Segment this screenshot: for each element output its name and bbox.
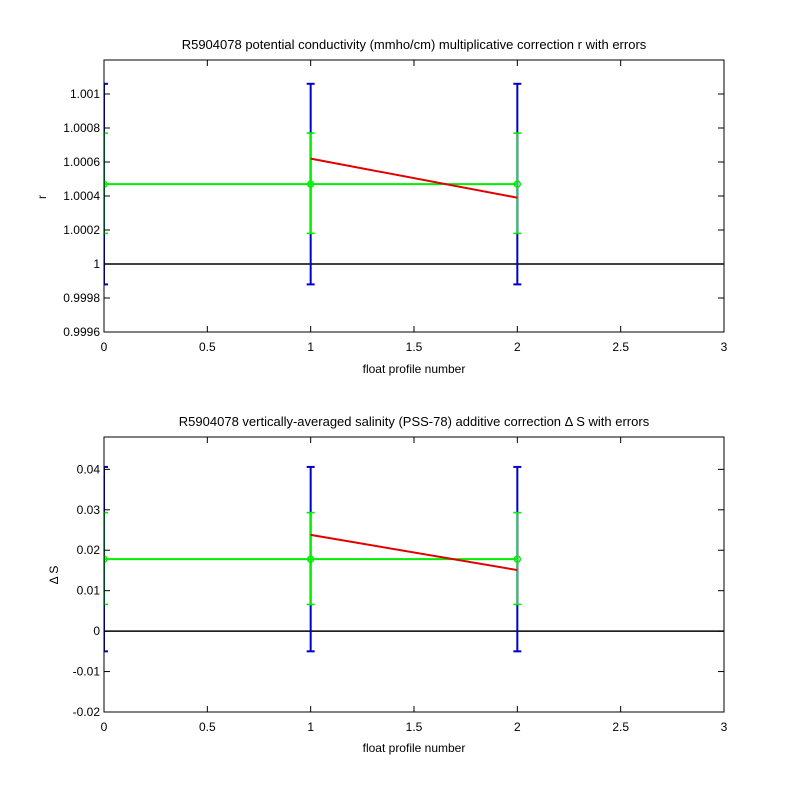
chart-bottom-y-tick-label: 0.03 [77,503,101,517]
chart-top-y-tick-label: 1.0006 [63,155,100,169]
chart-bottom-series-errorbar-line-marker [306,555,315,563]
chart-top-x-tick-label: 0 [101,340,108,354]
chart-top-data [104,82,724,286]
chart-bottom-y-tick-label: 0.04 [77,462,101,476]
chart-top-series-errorbar-line [104,132,522,235]
chart-top-x-tick-label: 2.5 [612,340,629,354]
chart-bottom-series-errorbar-line-marker [104,555,108,563]
chart-top-x-tick-label: 3 [721,340,728,354]
chart-top-y-tick-label: 0.9996 [63,325,100,339]
chart-top-x-tick-label: 2 [514,340,521,354]
chart-bottom-y-tick-label: -0.01 [73,665,101,679]
chart-bottom-data [104,465,724,653]
chart-top-series-errorbar-line-marker [513,180,522,188]
chart-bottom-series-fit-segment [310,533,518,572]
chart-bottom-series-fit [310,533,518,572]
chart-bottom-x-tick-label: 1.5 [406,720,423,734]
chart-top-y-tick-label: 1.0004 [63,189,100,203]
chart-bottom-x-tick-label: 1 [307,720,314,734]
chart-top-series-fit-segment [310,157,518,199]
chart-top: R5904078 potential conductivity (mmho/cm… [35,37,728,376]
chart-top-series-fit [310,157,518,199]
chart-top-y-axis-label: r [35,195,49,199]
chart-top-y-tick-label: 1.0008 [63,121,100,135]
chart-bottom-x-tick-label: 2 [514,720,521,734]
chart-bottom-x-axis-label: float profile number [363,741,466,755]
chart-bottom-x-tick-label: 3 [721,720,728,734]
chart-bottom-y-tick-label: 0.01 [77,584,101,598]
chart-bottom-y-axis-label: Δ S [47,566,61,585]
chart-top-x-tick-label: 1.5 [406,340,423,354]
chart-bottom-title: R5904078 vertically-averaged salinity (P… [179,414,650,429]
chart-top-x-axis-label: float profile number [363,362,466,376]
chart-top-y-tick-label: 0.9998 [63,291,100,305]
chart-top-title: R5904078 potential conductivity (mmho/cm… [182,37,647,52]
chart-top-y-tick-label: 1 [93,257,100,271]
chart-bottom-y-tick-label: 0.02 [77,543,101,557]
chart-top-y-tick-label: 1.0002 [63,223,100,237]
chart-bottom-x-tick-label: 0 [101,720,108,734]
chart-top-x-tick-label: 1 [307,340,314,354]
chart-top-x-tick-label: 0.5 [199,340,216,354]
chart-bottom-series-errorbar-line-marker [513,555,522,563]
chart-bottom-x-tick-label: 2.5 [612,720,629,734]
chart-bottom-x-tick-label: 0.5 [199,720,216,734]
chart-top-y-tick-label: 1.001 [70,87,100,101]
chart-bottom-series-errorbar-line [104,511,522,606]
chart-bottom: R5904078 vertically-averaged salinity (P… [47,414,728,755]
chart-bottom-y-tick-label: -0.02 [73,705,101,719]
chart-top-series-errorbar-line-marker [306,180,315,188]
chart-top-series-errorbar-line-marker [104,180,108,188]
chart-bottom-y-tick-label: 0 [93,624,100,638]
chart-top-plot: 0 0.5 1 1.5 2 2.5 3 0.9996 0.9998 1 1.0002 1.0004 1.… [63,59,728,354]
chart-bottom-plot: 0 0.5 1 1.5 2 2.5 3 -0.02 -0.01 0 0.01 0.02 0.03 0.04 [73,436,728,734]
